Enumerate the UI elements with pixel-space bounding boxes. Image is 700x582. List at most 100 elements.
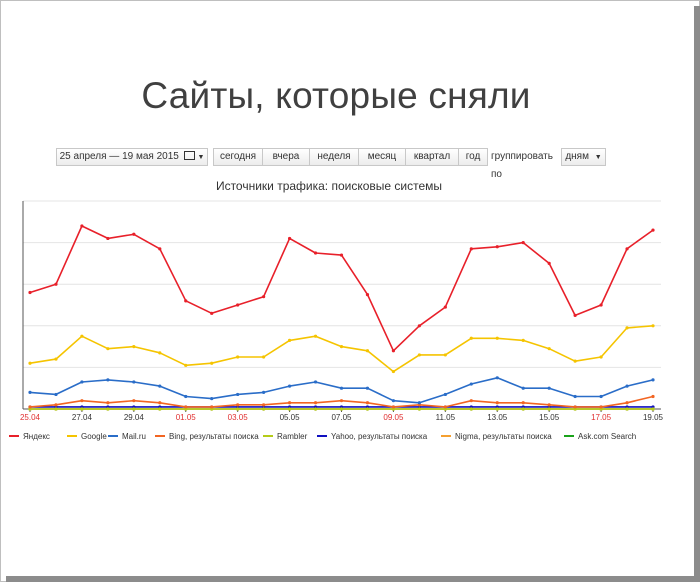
data-point xyxy=(573,359,577,363)
data-point xyxy=(625,407,629,411)
legend-label: Rambler xyxy=(277,432,308,441)
data-point xyxy=(132,407,136,411)
data-point xyxy=(495,245,499,249)
data-point xyxy=(495,401,499,405)
data-point xyxy=(521,407,525,411)
group-by-label: группировать по xyxy=(491,151,553,180)
data-point xyxy=(651,407,655,411)
data-point xyxy=(365,407,370,411)
x-tick-label: 07.05 xyxy=(331,413,352,422)
data-point xyxy=(625,247,629,251)
period-today-label: сегодня xyxy=(219,151,257,162)
date-range-picker[interactable]: 25 апреля — 19 мая 2015 ▼ xyxy=(56,148,208,166)
data-point xyxy=(210,311,214,315)
data-point xyxy=(495,336,499,340)
legend-item[interactable]: Nigma, результаты поиска xyxy=(441,429,552,445)
data-point xyxy=(443,392,447,397)
slide-title: Сайты, которые сняли xyxy=(141,75,531,116)
legend-swatch xyxy=(108,434,118,437)
data-point xyxy=(287,338,292,342)
period-year-label: год xyxy=(465,151,481,162)
data-point xyxy=(625,384,629,388)
data-point xyxy=(391,349,396,353)
data-point xyxy=(184,394,188,399)
data-point xyxy=(365,386,370,390)
data-point xyxy=(417,324,421,328)
data-point xyxy=(236,407,240,411)
data-point xyxy=(599,394,603,399)
data-point xyxy=(521,386,525,390)
data-point xyxy=(54,403,58,407)
chart-title: Источники трафика: поисковые системы xyxy=(215,179,443,193)
dropdown-arrow-icon: ▼ xyxy=(594,154,602,161)
legend-item[interactable]: Яндекс xyxy=(9,429,50,445)
data-point xyxy=(521,241,525,245)
legend-item[interactable]: Bing, результаты поиска xyxy=(155,429,259,445)
data-point xyxy=(54,357,58,361)
data-point xyxy=(132,380,136,384)
legend-item[interactable]: Yahoo, результаты поиска xyxy=(317,429,427,445)
data-point xyxy=(132,345,136,349)
x-tick-label: 11.05 xyxy=(436,413,456,422)
data-point xyxy=(132,399,136,403)
data-point xyxy=(158,351,162,355)
legend-swatch xyxy=(263,434,273,437)
period-year-button[interactable]: год xyxy=(458,148,488,166)
period-quarter-button[interactable]: квартал xyxy=(405,148,459,166)
data-point xyxy=(573,405,577,409)
data-point xyxy=(651,228,655,232)
x-tick-label: 25.04 xyxy=(20,413,41,422)
series-line xyxy=(29,225,654,352)
data-point xyxy=(262,390,266,394)
data-point xyxy=(547,261,551,265)
data-point xyxy=(339,399,344,403)
group-by-select[interactable]: дням ▼ xyxy=(561,148,606,166)
x-tick-label: 15.05 xyxy=(539,413,560,422)
traffic-chart: 25.04 27.04 29.04 01.05 03.05 05.05 07.05 09.05… xyxy=(20,200,664,422)
data-point xyxy=(469,407,473,411)
data-point xyxy=(210,405,214,409)
data-point xyxy=(262,295,266,299)
data-point xyxy=(651,378,655,382)
data-point xyxy=(339,345,344,349)
data-point xyxy=(391,405,396,409)
legend-item[interactable]: Rambler xyxy=(263,429,307,445)
data-point xyxy=(547,403,551,407)
legend-swatch xyxy=(9,434,19,437)
legend-label: Yahoo, результаты поиска xyxy=(331,432,428,441)
data-point xyxy=(521,338,525,342)
period-yesterday-label: вчера xyxy=(272,151,300,162)
data-point xyxy=(54,407,58,411)
legend-item[interactable]: Google xyxy=(67,429,107,445)
data-point xyxy=(80,399,84,403)
data-point xyxy=(469,336,473,340)
data-point xyxy=(106,378,110,382)
data-point xyxy=(210,361,214,365)
legend-swatch xyxy=(67,434,77,437)
data-point xyxy=(28,290,32,295)
data-point xyxy=(417,353,421,357)
data-point xyxy=(391,399,396,403)
data-point xyxy=(495,376,499,380)
x-tick-label: 03.05 xyxy=(228,413,249,422)
data-point xyxy=(287,384,292,388)
data-point xyxy=(521,401,525,405)
data-point xyxy=(599,355,603,359)
dropdown-arrow-icon: ▼ xyxy=(197,154,205,161)
data-point xyxy=(339,253,344,257)
data-point xyxy=(287,407,292,411)
data-point xyxy=(287,401,292,405)
data-point xyxy=(262,403,266,407)
legend-item[interactable]: Ask.com Search xyxy=(564,429,636,445)
data-point xyxy=(573,394,577,399)
legend-item[interactable]: Mail.ru xyxy=(108,429,146,445)
date-range-text: 25 апреля — 19 мая 2015 xyxy=(59,151,179,162)
data-point xyxy=(469,247,473,251)
data-point xyxy=(287,236,292,241)
period-quarter-label: квартал xyxy=(413,151,451,162)
data-point xyxy=(80,334,84,338)
data-point xyxy=(184,299,188,303)
x-tick-label: 05.05 xyxy=(280,413,301,422)
data-point xyxy=(158,401,162,405)
data-point xyxy=(599,303,603,307)
